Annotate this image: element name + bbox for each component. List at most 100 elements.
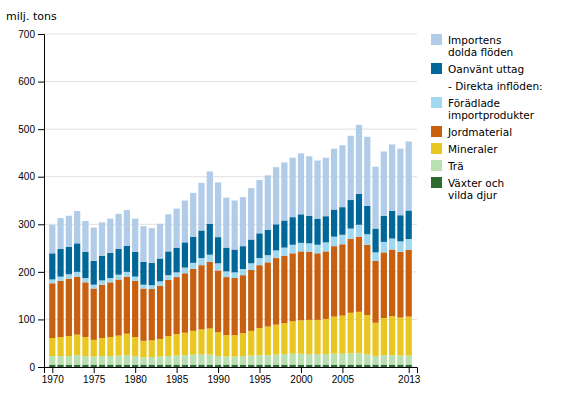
bar-segment — [215, 365, 221, 367]
bar-segment — [331, 365, 337, 367]
bar-segment — [348, 229, 354, 239]
bar-segment — [157, 339, 163, 357]
bar-segment — [99, 338, 105, 356]
bar-segment — [372, 167, 378, 229]
bar-segment — [323, 365, 329, 367]
bar-segment — [232, 357, 238, 365]
bar-segment — [256, 233, 262, 258]
bar-segment — [389, 316, 395, 355]
series — [49, 194, 412, 285]
bar-segment — [157, 259, 163, 282]
bar-segment — [240, 246, 246, 269]
bar-segment — [298, 153, 304, 214]
tick: 2000 — [290, 367, 313, 385]
bar-segment — [190, 331, 196, 355]
bar-segment — [256, 258, 262, 265]
bar-segment — [397, 365, 403, 367]
bar-segment — [207, 255, 213, 262]
bar-segment — [356, 237, 362, 312]
bar-segment — [115, 365, 121, 367]
bar-segment — [190, 263, 196, 269]
bar-segment — [157, 365, 163, 367]
legend-swatch — [431, 126, 442, 137]
bar-segment — [381, 242, 387, 252]
bar-segment — [182, 333, 188, 355]
legend-label: Oanvänt uttag — [448, 63, 524, 75]
legend-label: Förädladeimportprodukter — [448, 97, 535, 121]
tick-mark — [260, 367, 261, 373]
bar-segment — [82, 282, 88, 337]
bar-segment — [356, 365, 362, 367]
bar-segment — [389, 249, 395, 316]
bar-segment — [174, 356, 180, 365]
tick: 1990 — [207, 367, 230, 385]
bar-segment — [215, 182, 221, 237]
tick: 200 — [18, 267, 44, 278]
series — [49, 125, 412, 263]
bar-segment — [298, 365, 304, 367]
bar-segment — [198, 329, 204, 354]
bar-segment — [348, 353, 354, 364]
bar-segment — [124, 277, 130, 334]
bar-segment — [207, 224, 213, 255]
bar-segment — [207, 262, 213, 329]
bars — [49, 125, 412, 367]
bar-segment — [273, 355, 279, 365]
bar-segment — [406, 365, 412, 367]
plot: 1970197519801985199019952000200520130100… — [18, 29, 420, 385]
tick-mark — [342, 367, 343, 373]
bar-segment — [281, 354, 287, 364]
bar-segment — [314, 365, 320, 367]
bar-segment — [232, 201, 238, 250]
bar-segment — [389, 239, 395, 250]
bar-segment — [240, 333, 246, 356]
series — [49, 365, 412, 367]
bar-segment — [198, 265, 204, 329]
bar-segment — [74, 355, 80, 365]
bar-segment — [49, 279, 55, 283]
legend-swatch — [431, 97, 442, 108]
bar-segment — [339, 354, 345, 365]
bar-segment — [248, 188, 254, 239]
bar-segment — [107, 356, 113, 365]
legend-entry: Oanvänt uttag — [431, 63, 524, 75]
tick: 1985 — [166, 367, 189, 385]
bar-segment — [99, 256, 105, 281]
tick-label: 1995 — [249, 374, 272, 385]
bar-segment — [66, 356, 72, 365]
legend-swatch — [431, 177, 442, 188]
bar-segment — [397, 215, 403, 241]
bar-segment — [157, 281, 163, 285]
bar-segment — [207, 365, 213, 367]
tick: 1970 — [42, 367, 65, 385]
bar-segment — [306, 156, 312, 215]
bar-segment — [314, 219, 320, 245]
bar-segment — [406, 250, 412, 317]
bar-segment — [248, 240, 254, 264]
bar-segment — [107, 365, 113, 367]
bar-segment — [99, 285, 105, 338]
bar-segment — [406, 356, 412, 365]
bar-segment — [190, 355, 196, 365]
bar-segment — [323, 158, 329, 217]
bar-segment — [165, 214, 171, 251]
bar-segment — [57, 218, 63, 249]
tick-mark — [52, 367, 53, 373]
bar-segment — [174, 248, 180, 273]
bar-segment — [290, 354, 296, 365]
bar-segment — [356, 312, 362, 353]
tick-label: 200 — [18, 267, 35, 278]
bar-segment — [372, 261, 378, 323]
bar-segment — [107, 282, 113, 337]
bar-segment — [174, 277, 180, 334]
bar-segment — [397, 241, 403, 251]
bar-segment — [182, 355, 188, 365]
bar-segment — [66, 365, 72, 367]
bar-segment — [190, 365, 196, 367]
bar-segment — [281, 220, 287, 247]
bar-segment — [215, 237, 221, 263]
bar-segment — [157, 357, 163, 365]
bar-segment — [232, 278, 238, 335]
bar-segment — [115, 249, 121, 275]
bar-segment — [314, 354, 320, 364]
